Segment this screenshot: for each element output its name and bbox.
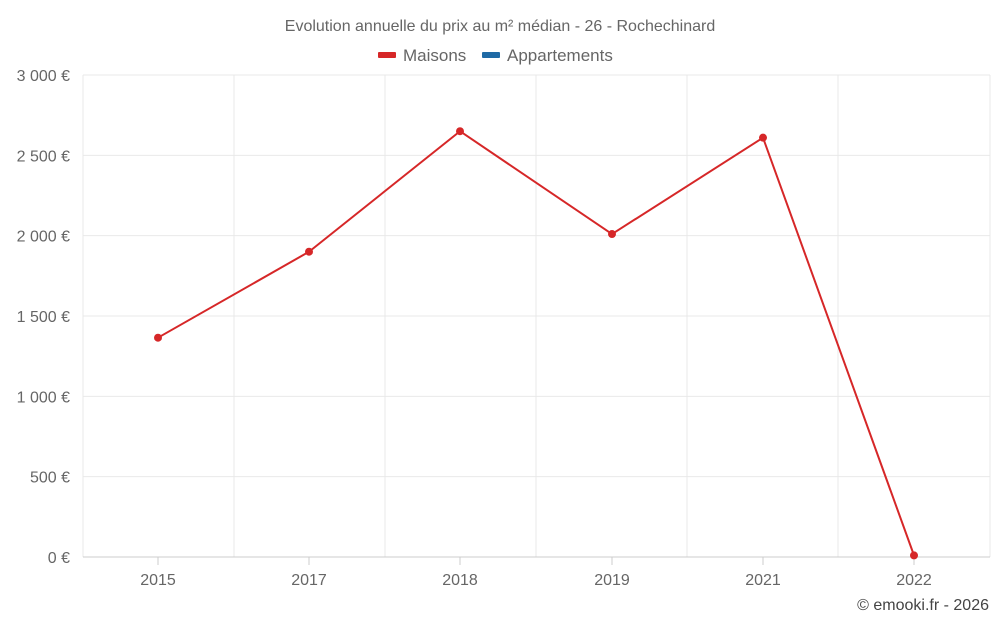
- x-tick-label: 2015: [140, 572, 176, 589]
- y-axis: 0 € 500 € 1 000 € 1 500 € 2 000 € 2 500 € 3 00…: [17, 68, 70, 567]
- y-tick-label: 2 000 €: [17, 229, 70, 246]
- series-line-maisons: [157, 130, 915, 556]
- chart-title: Evolution annuelle du prix au m² médian …: [285, 18, 715, 35]
- legend-label: Maisons: [403, 46, 466, 65]
- x-axis: 2015 2017 2018 2019 2021 2022: [140, 557, 932, 589]
- data-point-2017[interactable]: [305, 247, 313, 256]
- x-tick-label: 2018: [442, 572, 478, 589]
- series-layer: [154, 127, 918, 560]
- y-tick-label: 2 500 €: [17, 148, 70, 165]
- data-point-2019[interactable]: [608, 230, 616, 239]
- x-gridlines: [82, 75, 991, 557]
- x-tick-label: 2019: [594, 572, 630, 589]
- legend: Maisons Appartements: [378, 46, 613, 65]
- y-tick-label: 3 000 €: [17, 68, 70, 85]
- data-point-2022[interactable]: [910, 551, 918, 560]
- data-point-2018[interactable]: [456, 127, 464, 136]
- x-tick-label: 2021: [745, 572, 781, 589]
- credit-label: © emooki.fr - 2026: [857, 597, 989, 614]
- legend-item-maisons[interactable]: Maisons: [378, 46, 466, 65]
- data-point-2021[interactable]: [759, 133, 767, 142]
- y-tick-label: 500 €: [30, 470, 70, 487]
- legend-swatch: [482, 52, 500, 58]
- x-tick-label: 2022: [896, 572, 932, 589]
- y-tick-label: 0 €: [48, 550, 70, 567]
- legend-swatch: [378, 52, 396, 58]
- legend-item-appartements[interactable]: Appartements: [482, 46, 613, 65]
- legend-label: Appartements: [507, 46, 613, 65]
- x-tick-label: 2017: [291, 572, 327, 589]
- data-point-2015[interactable]: [154, 333, 162, 342]
- y-tick-label: 1 000 €: [17, 389, 70, 406]
- y-tick-label: 1 500 €: [17, 309, 70, 326]
